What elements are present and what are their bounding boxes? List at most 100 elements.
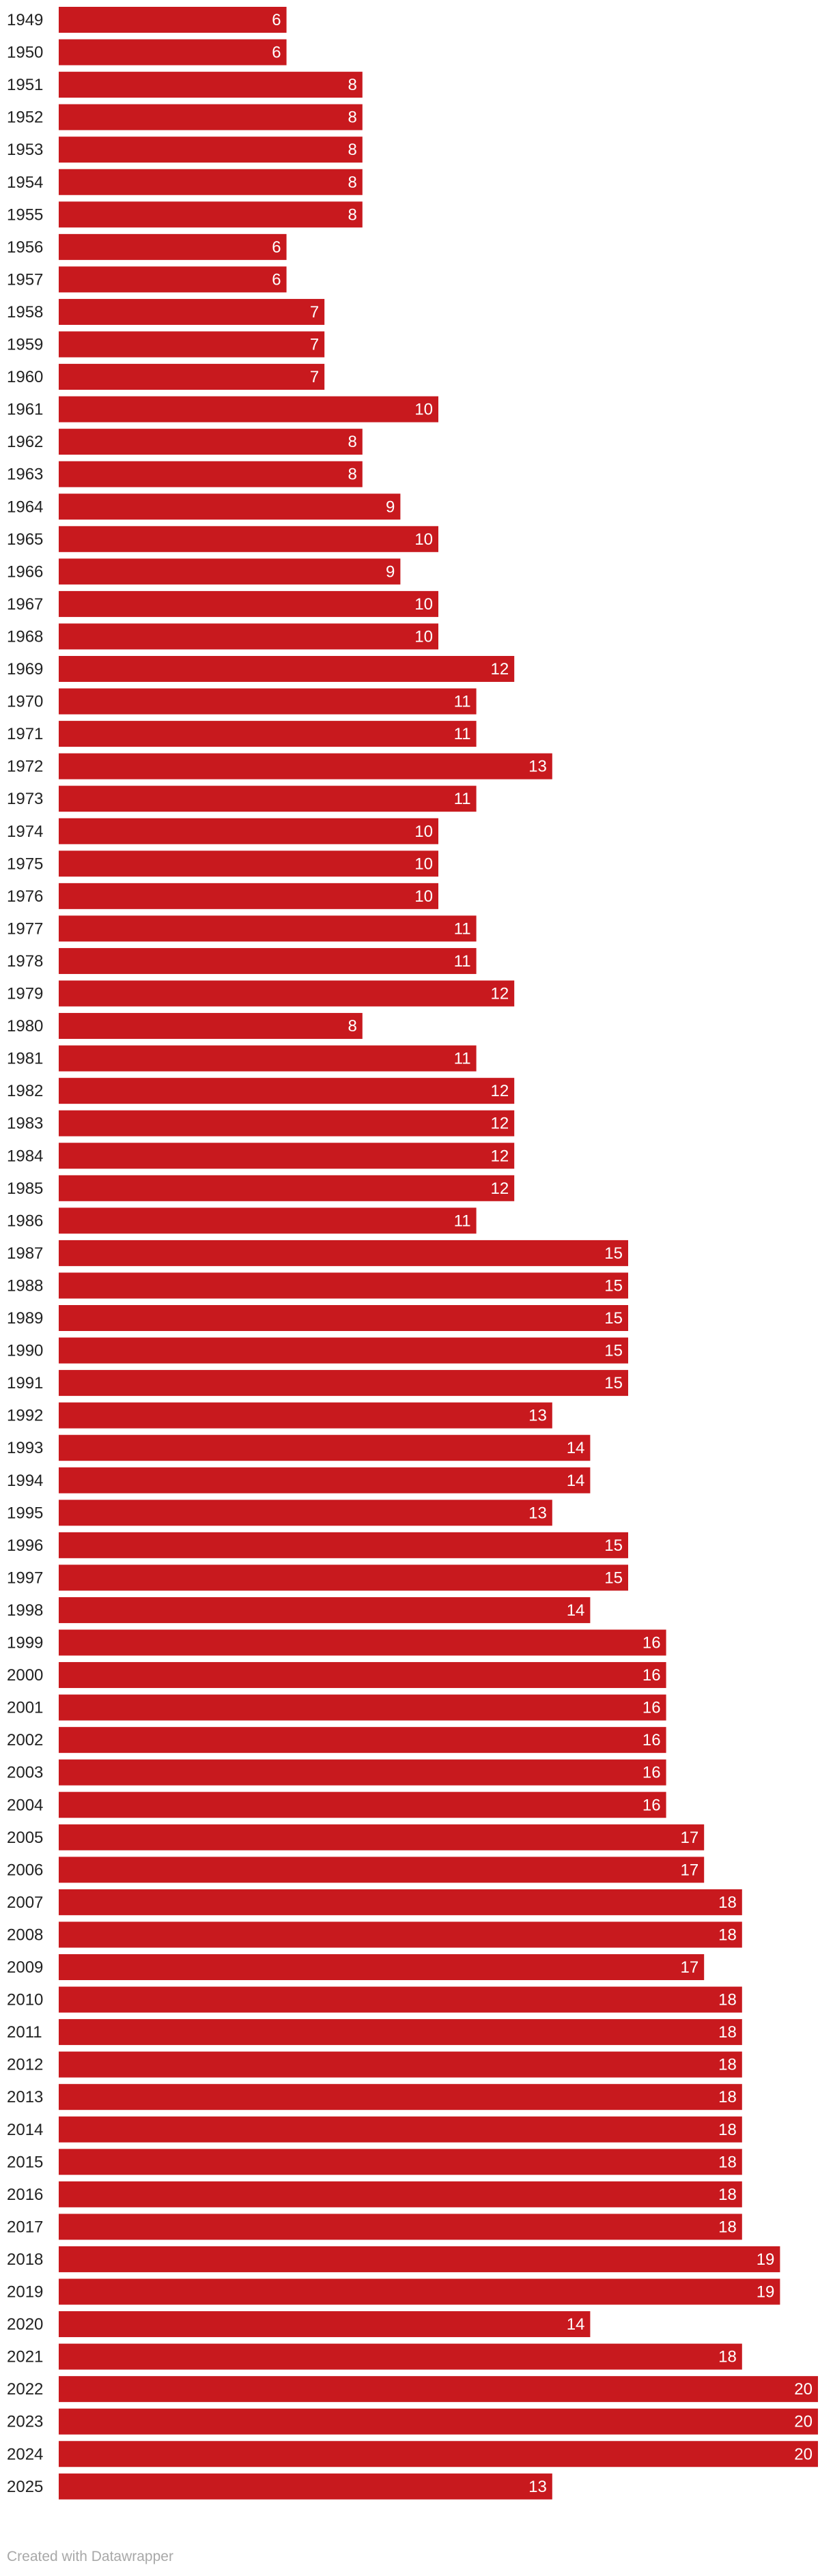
year-label: 1992 <box>7 1407 43 1425</box>
bar-row: 1984 12 <box>7 1143 515 1169</box>
bar <box>59 2116 742 2143</box>
bar-value-label: 6 <box>272 11 281 29</box>
year-label: 1970 <box>7 693 43 711</box>
year-label: 1975 <box>7 855 43 873</box>
bar-value-label: 18 <box>718 2218 737 2236</box>
bar-row: 1953 8 <box>7 137 363 163</box>
year-label: 1989 <box>7 1309 43 1328</box>
bar <box>59 233 287 260</box>
bar-value-label: 12 <box>490 1082 509 1100</box>
bar-row: 2003 16 <box>7 1759 666 1786</box>
bar-value-label: 12 <box>490 660 509 678</box>
year-label: 1949 <box>7 11 43 29</box>
year-label: 1980 <box>7 1017 43 1035</box>
bar <box>59 1857 705 1883</box>
bar-row: 2013 18 <box>7 2084 742 2110</box>
bar <box>59 2441 818 2467</box>
bar <box>59 39 287 66</box>
bar <box>59 1564 628 1591</box>
bar <box>59 1175 515 1201</box>
bar <box>59 721 477 747</box>
bar <box>59 1143 515 1169</box>
bar <box>59 364 325 390</box>
bar-value-label: 13 <box>528 1504 547 1522</box>
bar <box>59 915 477 942</box>
bar-value-label: 8 <box>348 141 356 159</box>
bar-row: 2011 18 <box>7 2019 742 2046</box>
bar-value-label: 16 <box>643 1731 661 1749</box>
bar-row: 2015 18 <box>7 2149 742 2175</box>
bar-row: 1966 9 <box>7 558 401 585</box>
year-label: 2010 <box>7 1991 43 2009</box>
bar <box>59 688 477 715</box>
bar <box>59 1500 552 1526</box>
bar <box>59 1435 591 1461</box>
bar <box>59 2149 742 2175</box>
year-label: 1981 <box>7 1050 43 1068</box>
bar-value-label: 18 <box>718 1991 737 2009</box>
bar-row: 1988 15 <box>7 1272 628 1299</box>
bar-row: 1983 12 <box>7 1110 515 1136</box>
bar-row: 1968 10 <box>7 623 438 650</box>
bar <box>59 1272 628 1299</box>
bar <box>59 947 477 974</box>
year-label: 1978 <box>7 952 43 971</box>
bar-value-label: 14 <box>567 1601 585 1620</box>
bar-row: 1972 13 <box>7 753 552 779</box>
bar-value-label: 16 <box>643 1796 661 1814</box>
bar <box>59 1240 628 1266</box>
bar-value-label: 13 <box>528 758 547 776</box>
year-label: 2011 <box>7 2023 42 2042</box>
bar <box>59 1954 705 1980</box>
bar <box>59 461 363 487</box>
bar-value-label: 18 <box>718 2186 737 2204</box>
bar-row: 2004 16 <box>7 1792 666 1818</box>
bar <box>59 1110 515 1136</box>
bar-value-label: 16 <box>643 1699 661 1717</box>
bar <box>59 2278 780 2305</box>
bar <box>59 2408 818 2435</box>
bar-row: 1979 12 <box>7 980 515 1007</box>
year-label: 1985 <box>7 1179 43 1198</box>
bar-value-label: 14 <box>567 2315 585 2334</box>
year-label: 1954 <box>7 173 43 192</box>
year-label: 1957 <box>7 270 43 289</box>
bar-row: 1955 8 <box>7 201 363 228</box>
year-label: 2013 <box>7 2088 43 2106</box>
bar-row: 2006 17 <box>7 1857 705 1883</box>
year-label: 2014 <box>7 2121 43 2139</box>
year-label: 2019 <box>7 2283 43 2302</box>
bar-row: 1960 7 <box>7 364 325 390</box>
bar-row: 1989 15 <box>7 1305 628 1331</box>
bar-row: 2020 14 <box>7 2311 591 2338</box>
year-label: 2024 <box>7 2445 43 2463</box>
bar-value-label: 10 <box>414 401 433 419</box>
bar-value-label: 14 <box>567 1472 585 1490</box>
bar-row: 1996 15 <box>7 1532 628 1558</box>
bar-value-label: 12 <box>490 985 509 1003</box>
year-label: 1968 <box>7 627 43 646</box>
year-label: 1977 <box>7 919 43 938</box>
bar <box>59 753 552 779</box>
bar-row: 1952 8 <box>7 104 363 130</box>
bar-row: 1971 11 <box>7 721 477 747</box>
bar-row: 1961 10 <box>7 396 438 423</box>
bar <box>59 1207 477 1234</box>
bar <box>59 72 363 98</box>
bar <box>59 1045 477 1072</box>
year-label: 1984 <box>7 1147 43 1165</box>
bar <box>59 1727 666 1754</box>
bar-value-label: 8 <box>348 173 356 192</box>
bar-row: 1993 14 <box>7 1435 591 1461</box>
year-label: 1966 <box>7 562 43 581</box>
bar-value-label: 11 <box>454 725 471 743</box>
bar <box>59 2473 552 2500</box>
bar <box>59 429 363 455</box>
bar <box>59 2084 742 2110</box>
year-label: 1963 <box>7 466 43 484</box>
bar-row: 1962 8 <box>7 429 363 455</box>
year-label: 2017 <box>7 2218 43 2236</box>
bar-row: 2025 13 <box>7 2473 552 2500</box>
bar-value-label: 13 <box>528 2478 547 2496</box>
bar <box>59 1532 628 1558</box>
